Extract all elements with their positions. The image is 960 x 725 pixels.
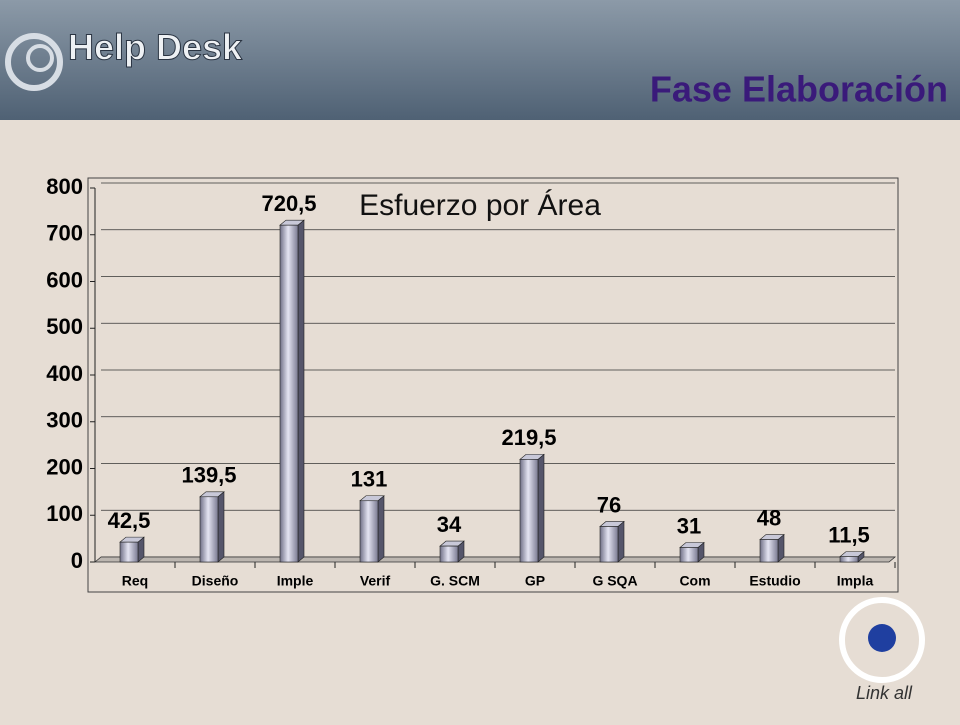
value-label: 31 [677,513,701,538]
bar [679,547,699,563]
bar-side [537,453,545,563]
y-tick-label: 400 [46,361,83,386]
x-tick-label: Impla [837,573,874,589]
logo-text: Link all [856,683,913,703]
bar [199,496,219,563]
value-label: 11,5 [828,522,870,547]
brand-name: Help Desk [68,27,243,68]
bar [119,541,139,563]
partner-logo: Link all [839,597,925,703]
value-label: 131 [351,467,388,492]
chart-frame [87,177,899,593]
value-label: 139,5 [181,463,236,488]
logo-ring [839,597,925,683]
bar [759,539,779,563]
x-tick-label: Com [679,573,710,589]
x-tick-label: Verif [360,573,391,589]
bar [359,500,379,563]
x-tick-label: G. SCM [430,573,480,589]
bar-side [377,495,385,563]
x-tick-label: Req [122,573,148,589]
brand-logo [5,33,63,91]
bar [439,545,459,563]
plot: 0 100 200 300 400 500 600 700 800 Req 42,5 Diseño 13… [46,174,897,589]
x-tick-label: G SQA [592,573,637,589]
x-tick-label: Imple [277,573,314,589]
bar [519,459,539,563]
value-label: 34 [437,512,462,537]
chart-title: Esfuerzo por Área [359,189,601,222]
x-tick-label: Estudio [749,573,800,589]
value-label: 42,5 [108,508,151,533]
bar [839,556,859,563]
x-tick-label: Diseño [192,573,239,589]
y-tick-label: 300 [46,408,83,433]
y-tick-label: 200 [46,454,83,479]
logo-eu [868,624,896,652]
bar [279,224,299,563]
value-label: 219,5 [501,425,556,450]
value-label: 720,5 [261,191,316,216]
y-tick-label: 100 [46,501,83,526]
y-tick-label: 800 [46,174,83,199]
bar [599,526,619,563]
x-tick-label: GP [525,573,545,589]
y-tick-label: 700 [46,221,83,246]
bar-side [217,491,225,563]
y-tick-label: 600 [46,267,83,292]
value-label: 48 [757,505,781,530]
bar-side [297,219,305,563]
brand-logo-inner [26,44,54,72]
slide-title: Fase Elaboración [650,69,948,110]
bar-side [617,520,625,563]
value-label: 76 [597,492,621,517]
y-tick-label: 500 [46,314,83,339]
y-tick-label: 0 [71,548,83,573]
header-band [0,0,960,120]
